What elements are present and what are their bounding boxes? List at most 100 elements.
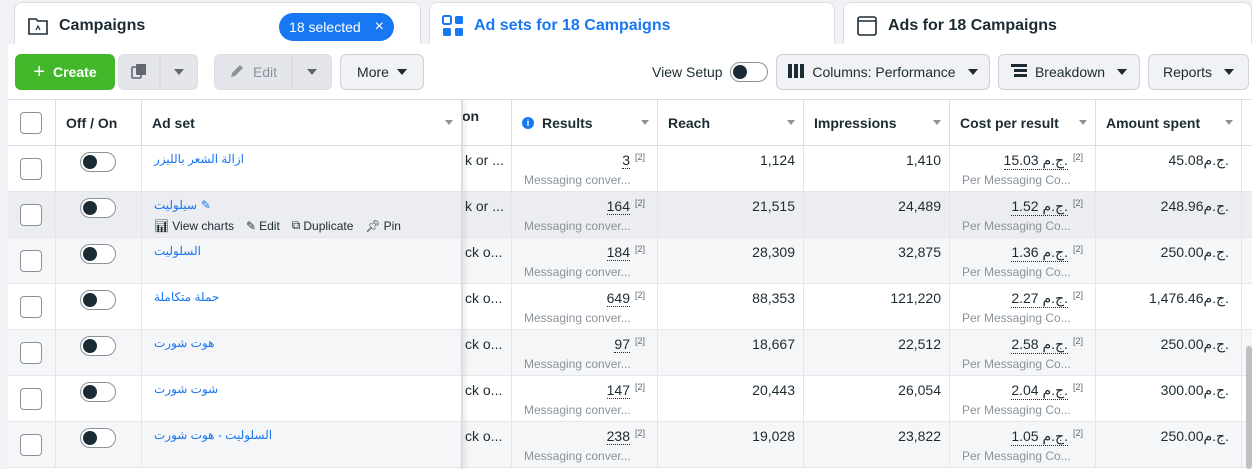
duplicate-dropdown[interactable] — [160, 54, 198, 90]
table-row[interactable]: شوت شورت ck o... 147 [2] Messaging conver...… — [8, 376, 1252, 422]
header-impressions[interactable]: Impressions — [804, 100, 950, 146]
duplicate-link[interactable]: ⧉ Duplicate — [292, 218, 354, 233]
selected-badge[interactable]: 18 selected × — [279, 13, 394, 41]
cost-value[interactable]: 15.03 ج.م. [2] — [1003, 152, 1083, 170]
pin-link[interactable]: 📌︎ Pin — [365, 218, 401, 233]
edit-dropdown[interactable] — [292, 54, 332, 90]
duplicate-button[interactable] — [118, 54, 160, 90]
adset-toggle[interactable] — [80, 198, 116, 218]
cost-number[interactable]: 2.04 ج.م. — [1011, 382, 1068, 400]
adset-toggle[interactable] — [80, 382, 116, 402]
sort-icon[interactable] — [445, 120, 453, 125]
row-checkbox[interactable] — [20, 342, 42, 364]
select-all-checkbox[interactable] — [20, 112, 42, 134]
row-cost-cell: 1.52 ج.م. [2] Per Messaging Co... — [950, 192, 1096, 238]
row-checkbox[interactable] — [20, 204, 42, 226]
results-number[interactable]: 164 — [606, 198, 630, 215]
row-checkbox[interactable] — [20, 388, 42, 410]
tab-adsets[interactable]: Ad sets for 18 Campaigns — [429, 2, 835, 48]
header-results[interactable]: i Results — [512, 100, 658, 146]
cost-value[interactable]: 1.52 ج.م. [2] — [1011, 198, 1083, 216]
adset-toggle[interactable] — [80, 290, 116, 310]
more-button[interactable]: More — [340, 54, 424, 90]
reports-button[interactable]: Reports — [1148, 54, 1249, 90]
edit-button[interactable]: Edit — [214, 54, 292, 90]
adset-toggle[interactable] — [80, 152, 116, 172]
results-number[interactable]: 3 — [622, 152, 630, 169]
header-truncated[interactable]: on — [462, 100, 512, 146]
adset-name[interactable]: السلوليت — [154, 244, 201, 258]
results-number[interactable]: 147 — [606, 382, 630, 399]
table-row[interactable]: هوت شورت ck o... 97 [2] Messaging conver... 1… — [8, 330, 1252, 376]
sort-icon[interactable] — [1079, 120, 1087, 125]
cost-number[interactable]: 1.05 ج.م. — [1011, 428, 1068, 446]
table-row[interactable]: السلوليت ck o... 184 [2] Messaging conver...… — [8, 238, 1252, 284]
adset-name[interactable]: السلوليت - هوت شورت — [154, 428, 273, 442]
row-checkbox[interactable] — [20, 296, 42, 318]
results-value[interactable]: 184 [2] — [606, 244, 645, 261]
sort-icon[interactable] — [933, 120, 941, 125]
results-value[interactable]: 97 [2] — [614, 336, 645, 353]
results-value[interactable]: 3 [2] — [622, 152, 645, 169]
results-value[interactable]: 147 [2] — [606, 382, 645, 399]
row-checkbox[interactable] — [20, 434, 42, 456]
results-number[interactable]: 97 — [614, 336, 630, 353]
tab-ads[interactable]: Ads for 18 Campaigns — [843, 2, 1252, 48]
view-charts-link[interactable]: 📊︎ View charts — [154, 218, 234, 233]
cost-value[interactable]: 2.04 ج.م. [2] — [1011, 382, 1083, 400]
row-checkbox[interactable] — [20, 158, 42, 180]
close-icon[interactable]: × — [374, 18, 384, 35]
sort-icon[interactable] — [787, 120, 795, 125]
cost-value[interactable]: 1.05 ج.م. [2] — [1011, 428, 1083, 446]
adset-name[interactable]: شوت شورت — [154, 382, 219, 396]
info-icon[interactable]: i — [522, 117, 534, 129]
adset-name[interactable]: ازالة الشعر بالليزر — [154, 152, 244, 166]
row-adset-cell: السلوليت - هوت شورت — [142, 422, 462, 468]
adset-toggle[interactable] — [80, 244, 116, 264]
adset-name[interactable]: سيلوليت — [154, 198, 197, 212]
cost-value[interactable]: 2.58 ج.م. [2] — [1011, 336, 1083, 354]
header-off-on[interactable]: Off / On — [56, 100, 142, 146]
pencil-icon[interactable]: ✎ — [200, 198, 211, 212]
columns-button[interactable]: Columns: Performance — [776, 54, 990, 90]
breakdown-button[interactable]: Breakdown — [998, 54, 1140, 90]
results-value[interactable]: 238 [2] — [606, 428, 645, 445]
table-row[interactable]: السلوليت - هوت شورت ck o... 238 [2] Messagin… — [8, 422, 1252, 468]
pencil-icon — [229, 63, 245, 82]
cost-number[interactable]: 15.03 ج.م. — [1003, 152, 1068, 170]
sort-icon[interactable] — [641, 120, 649, 125]
view-setup-toggle[interactable] — [730, 62, 768, 82]
cost-value[interactable]: 1.36 ج.م. [2] — [1011, 244, 1083, 262]
table-row[interactable]: ازالة الشعر بالليزر k or ... 3 [2] Messaging… — [8, 146, 1252, 192]
table-row[interactable]: حملة متكاملة ck o... 649 [2] Messaging conve… — [8, 284, 1252, 330]
edit-link[interactable]: ✎ Edit — [246, 218, 280, 233]
header-ad-set[interactable]: Ad set — [142, 100, 462, 146]
cost-number[interactable]: 1.52 ج.م. — [1011, 198, 1068, 216]
header-cost[interactable]: Cost per result — [950, 100, 1096, 146]
adset-name[interactable]: هوت شورت — [154, 336, 215, 350]
results-number[interactable]: 649 — [606, 290, 630, 307]
scrollbar[interactable] — [1246, 346, 1252, 469]
adset-name[interactable]: حملة متكاملة — [154, 290, 220, 304]
create-button[interactable]: + Create — [15, 54, 115, 90]
header-amount[interactable]: Amount spent — [1096, 100, 1242, 146]
adset-toggle[interactable] — [80, 336, 116, 356]
results-number[interactable]: 184 — [606, 244, 630, 261]
cost-number[interactable]: 2.58 ج.م. — [1011, 336, 1068, 354]
header-reach[interactable]: Reach — [658, 100, 804, 146]
results-value[interactable]: 164 [2] — [606, 198, 645, 215]
row-checkbox[interactable] — [20, 250, 42, 272]
results-number[interactable]: 238 — [606, 428, 630, 445]
cost-number[interactable]: 2.27 ج.م. — [1011, 290, 1068, 308]
table-row[interactable]: سيلوليت ✎ 📊︎ View charts ✎ Edit ⧉ Duplicate 📌︎ Pi… — [8, 192, 1252, 238]
sort-icon[interactable] — [1225, 120, 1233, 125]
cost-number[interactable]: 1.36 ج.م. — [1011, 244, 1068, 262]
row-cost-cell: 2.27 ج.م. [2] Per Messaging Co... — [950, 284, 1096, 330]
row-reach-cell: 28,309 — [658, 238, 804, 284]
results-value[interactable]: 649 [2] — [606, 290, 645, 307]
header-off-on-label: Off / On — [66, 115, 118, 131]
tab-campaigns[interactable]: Campaigns 18 selected × — [14, 2, 421, 48]
cost-value[interactable]: 2.27 ج.م. [2] — [1011, 290, 1083, 308]
adset-toggle[interactable] — [80, 428, 116, 448]
adset-name-link[interactable]: سيلوليت ✎ — [154, 198, 211, 212]
